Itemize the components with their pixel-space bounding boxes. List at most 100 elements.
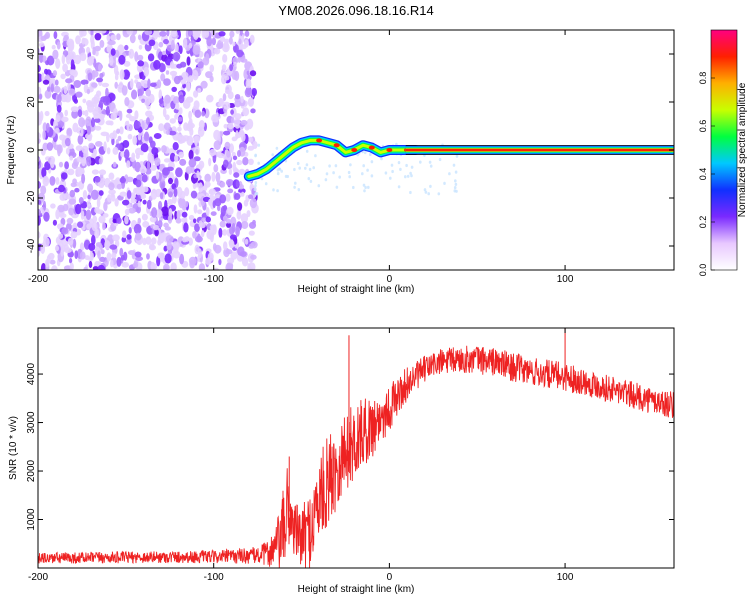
- noise-speck: [145, 88, 151, 97]
- faint-speck: [332, 171, 335, 175]
- faint-speck: [384, 171, 388, 175]
- noise-speck: [69, 258, 73, 264]
- x-tick-label: -200: [28, 274, 48, 285]
- colorbar-gradient: [710, 29, 738, 271]
- faint-speck: [305, 149, 309, 153]
- noise-speck: [104, 240, 111, 250]
- noise-speck: [96, 209, 104, 214]
- noise-speck: [65, 54, 71, 65]
- snr-line-group: [38, 328, 674, 568]
- noise-speck: [94, 228, 100, 239]
- noise-speck: [162, 50, 166, 56]
- noise-speck: [59, 193, 67, 201]
- faint-speck: [254, 184, 257, 188]
- noise-speck: [177, 126, 182, 132]
- noise-speck: [86, 156, 92, 167]
- noise-speck: [151, 237, 157, 245]
- noise-speck: [71, 161, 78, 170]
- faint-speck: [325, 172, 329, 176]
- x-tick-label: 0: [387, 274, 393, 285]
- colorbar-label: Normalized spectral amplitude: [737, 82, 748, 217]
- noise-speck: [164, 114, 170, 121]
- noise-speck: [232, 41, 236, 47]
- noise-speck: [146, 253, 150, 260]
- noise-speck: [58, 161, 64, 168]
- noise-speck: [236, 49, 244, 58]
- noise-speck: [110, 48, 116, 56]
- noise-speck: [134, 186, 143, 196]
- noise-speck: [99, 39, 105, 48]
- noise-speck: [206, 229, 215, 240]
- faint-speck: [404, 175, 407, 179]
- faint-speck: [254, 181, 258, 185]
- noise-speck: [53, 144, 61, 151]
- noise-speck: [101, 82, 110, 88]
- noise-speck: [167, 198, 174, 206]
- noise-speck: [85, 100, 93, 107]
- noise-speck: [98, 169, 107, 176]
- noise-speck: [248, 194, 253, 199]
- noise-speck: [242, 157, 249, 166]
- spectrogram-x-axis-label: Height of straight line (km): [298, 284, 415, 295]
- noise-speck: [134, 161, 141, 173]
- noise-speck: [68, 88, 76, 96]
- noise-speck: [218, 227, 223, 238]
- noise-speck: [147, 53, 155, 62]
- faint-speck: [410, 165, 414, 169]
- noise-speck: [170, 262, 177, 270]
- noise-speck: [79, 242, 85, 252]
- noise-speck: [93, 106, 102, 112]
- faint-speck: [391, 169, 394, 174]
- noise-speck: [96, 198, 101, 208]
- noise-speck: [97, 250, 101, 259]
- faint-speck: [364, 185, 367, 190]
- noise-speck: [67, 237, 74, 246]
- noise-speck: [198, 220, 203, 228]
- noise-speck: [100, 249, 105, 255]
- noise-speck: [213, 140, 221, 151]
- noise-speck: [174, 154, 179, 163]
- noise-speck: [38, 131, 41, 140]
- noise-speck: [225, 249, 233, 255]
- noise-speck: [135, 179, 142, 188]
- noise-speck: [220, 205, 226, 217]
- noise-speck: [119, 191, 127, 197]
- noise-speck: [252, 141, 258, 149]
- noise-speck: [84, 109, 89, 117]
- noise-speck: [51, 44, 56, 50]
- noise-speck: [45, 60, 50, 66]
- noise-speck: [110, 192, 115, 198]
- noise-speck: [122, 230, 127, 239]
- noise-speck: [64, 161, 69, 170]
- noise-speck: [240, 213, 249, 223]
- faint-speck: [452, 163, 456, 167]
- noise-speck: [69, 155, 74, 161]
- figure-title: YM08.2026.096.18.16.R14: [278, 3, 433, 18]
- faint-speck: [307, 177, 311, 181]
- noise-speck: [208, 157, 212, 167]
- noise-speck: [53, 85, 61, 94]
- noise-speck: [92, 266, 99, 270]
- faint-speck: [453, 186, 457, 190]
- noise-speck: [42, 200, 47, 211]
- noise-speck: [248, 158, 254, 165]
- noise-speck: [211, 171, 216, 182]
- noise-speck: [133, 223, 142, 235]
- noise-speck: [172, 142, 179, 151]
- faint-speck: [309, 179, 313, 183]
- noise-speck: [186, 81, 191, 92]
- noise-speck: [75, 166, 83, 177]
- noise-speck: [128, 207, 136, 214]
- noise-speck: [61, 116, 69, 123]
- noise-speck: [222, 229, 228, 236]
- noise-speck: [204, 181, 211, 188]
- noise-speck: [86, 56, 94, 66]
- noise-speck: [142, 221, 150, 228]
- noise-speck: [153, 59, 161, 70]
- noise-speck: [234, 70, 240, 81]
- noise-speck: [210, 211, 217, 217]
- noise-speck: [230, 116, 235, 124]
- noise-speck: [109, 244, 118, 250]
- spectrogram-y-axis-label: Frequency (Hz): [6, 116, 17, 185]
- noise-speck: [132, 262, 139, 268]
